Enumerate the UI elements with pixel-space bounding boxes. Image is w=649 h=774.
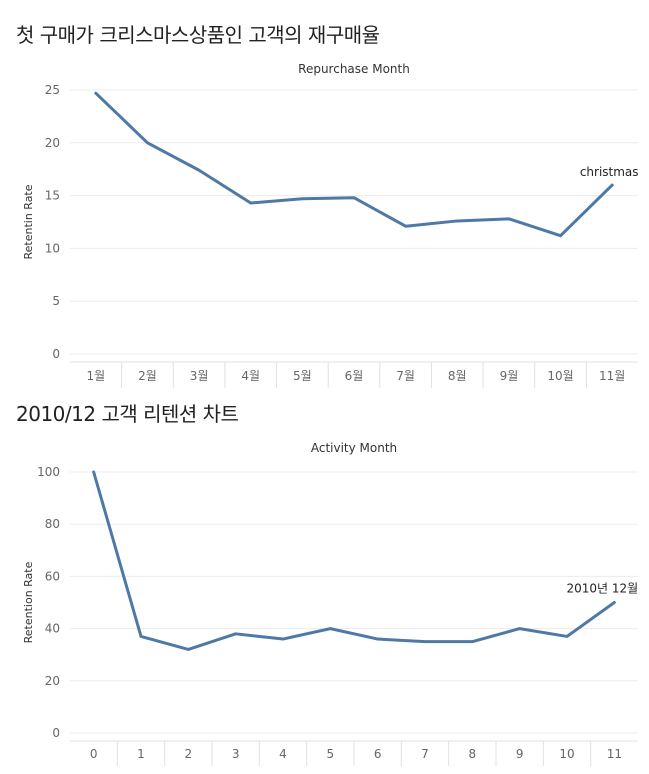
c1-x-tick-label: 9월 <box>500 369 519 383</box>
c1-x-tick-label: 7월 <box>396 369 415 383</box>
c1-x-tick-label: 10월 <box>547 369 573 383</box>
c2-x-tick-label: 5 <box>327 747 335 761</box>
c2-y-axis-label: Retention Rate <box>22 561 35 643</box>
c2-x-tick-label: 3 <box>232 747 240 761</box>
c2-y-tick-label: 60 <box>45 569 60 583</box>
c2-y-tick-label: 0 <box>52 726 60 740</box>
c2-x-tick-label: 7 <box>421 747 429 761</box>
c2-chart-title: Activity Month <box>311 441 397 455</box>
c1-x-tick-label: 4월 <box>241 369 260 383</box>
c1-y-tick-label: 25 <box>45 83 60 97</box>
c1-x-tick-label: 3월 <box>190 369 209 383</box>
c2-x-tick-label: 6 <box>374 747 382 761</box>
c1-y-tick-label: 10 <box>45 241 60 255</box>
c1-x-tick-label: 1월 <box>86 369 105 383</box>
c2-x-tick-label: 10 <box>559 747 574 761</box>
c1-y-tick-label: 20 <box>45 136 60 150</box>
c1-x-tick-label: 5월 <box>293 369 312 383</box>
c1-x-tick-label: 2월 <box>138 369 157 383</box>
c2-series-line <box>92 470 616 651</box>
c2-y-tick-label: 20 <box>45 674 60 688</box>
section-title-christmas-repurchase: 첫 구매가 크리스마스상품인 고객의 재구매율 <box>16 23 380 47</box>
c1-y-tick-label: 5 <box>52 294 60 308</box>
c2-x-tick-label: 1 <box>137 747 145 761</box>
c2-annotation: 2010년 12월 <box>566 582 638 596</box>
c1-y-tick-label: 15 <box>45 189 60 203</box>
c2-x-tick-label: 8 <box>469 747 477 761</box>
c1-annotation: christmas <box>580 165 639 179</box>
c1-series-line <box>94 91 614 238</box>
c1-chart-title: Repurchase Month <box>298 62 410 76</box>
c2-x-tick-label: 4 <box>279 747 287 761</box>
c2-y-tick-label: 80 <box>45 517 60 531</box>
c1-x-tick-label: 6월 <box>345 369 364 383</box>
c2-x-tick-label: 11 <box>607 747 622 761</box>
section-title-retention-chart: 2010/12 고객 리텐션 차트 <box>16 402 239 426</box>
c1-x-tick-label: 11월 <box>599 369 625 383</box>
c1-y-tick-label: 0 <box>52 347 60 361</box>
c2-x-tick-label: 2 <box>185 747 193 761</box>
c1-x-tick-label: 8월 <box>448 369 467 383</box>
c1-y-axis-label: Retentin Rate <box>22 184 35 259</box>
c2-x-tick-label: 9 <box>516 747 524 761</box>
repurchase-month-chart: Repurchase Month 0 5 10 15 20 25 Retentin Rate 1… <box>22 62 639 388</box>
c2-y-tick-label: 100 <box>37 465 60 479</box>
c2-y-tick-label: 40 <box>45 622 60 636</box>
c2-x-tick-label: 0 <box>90 747 98 761</box>
